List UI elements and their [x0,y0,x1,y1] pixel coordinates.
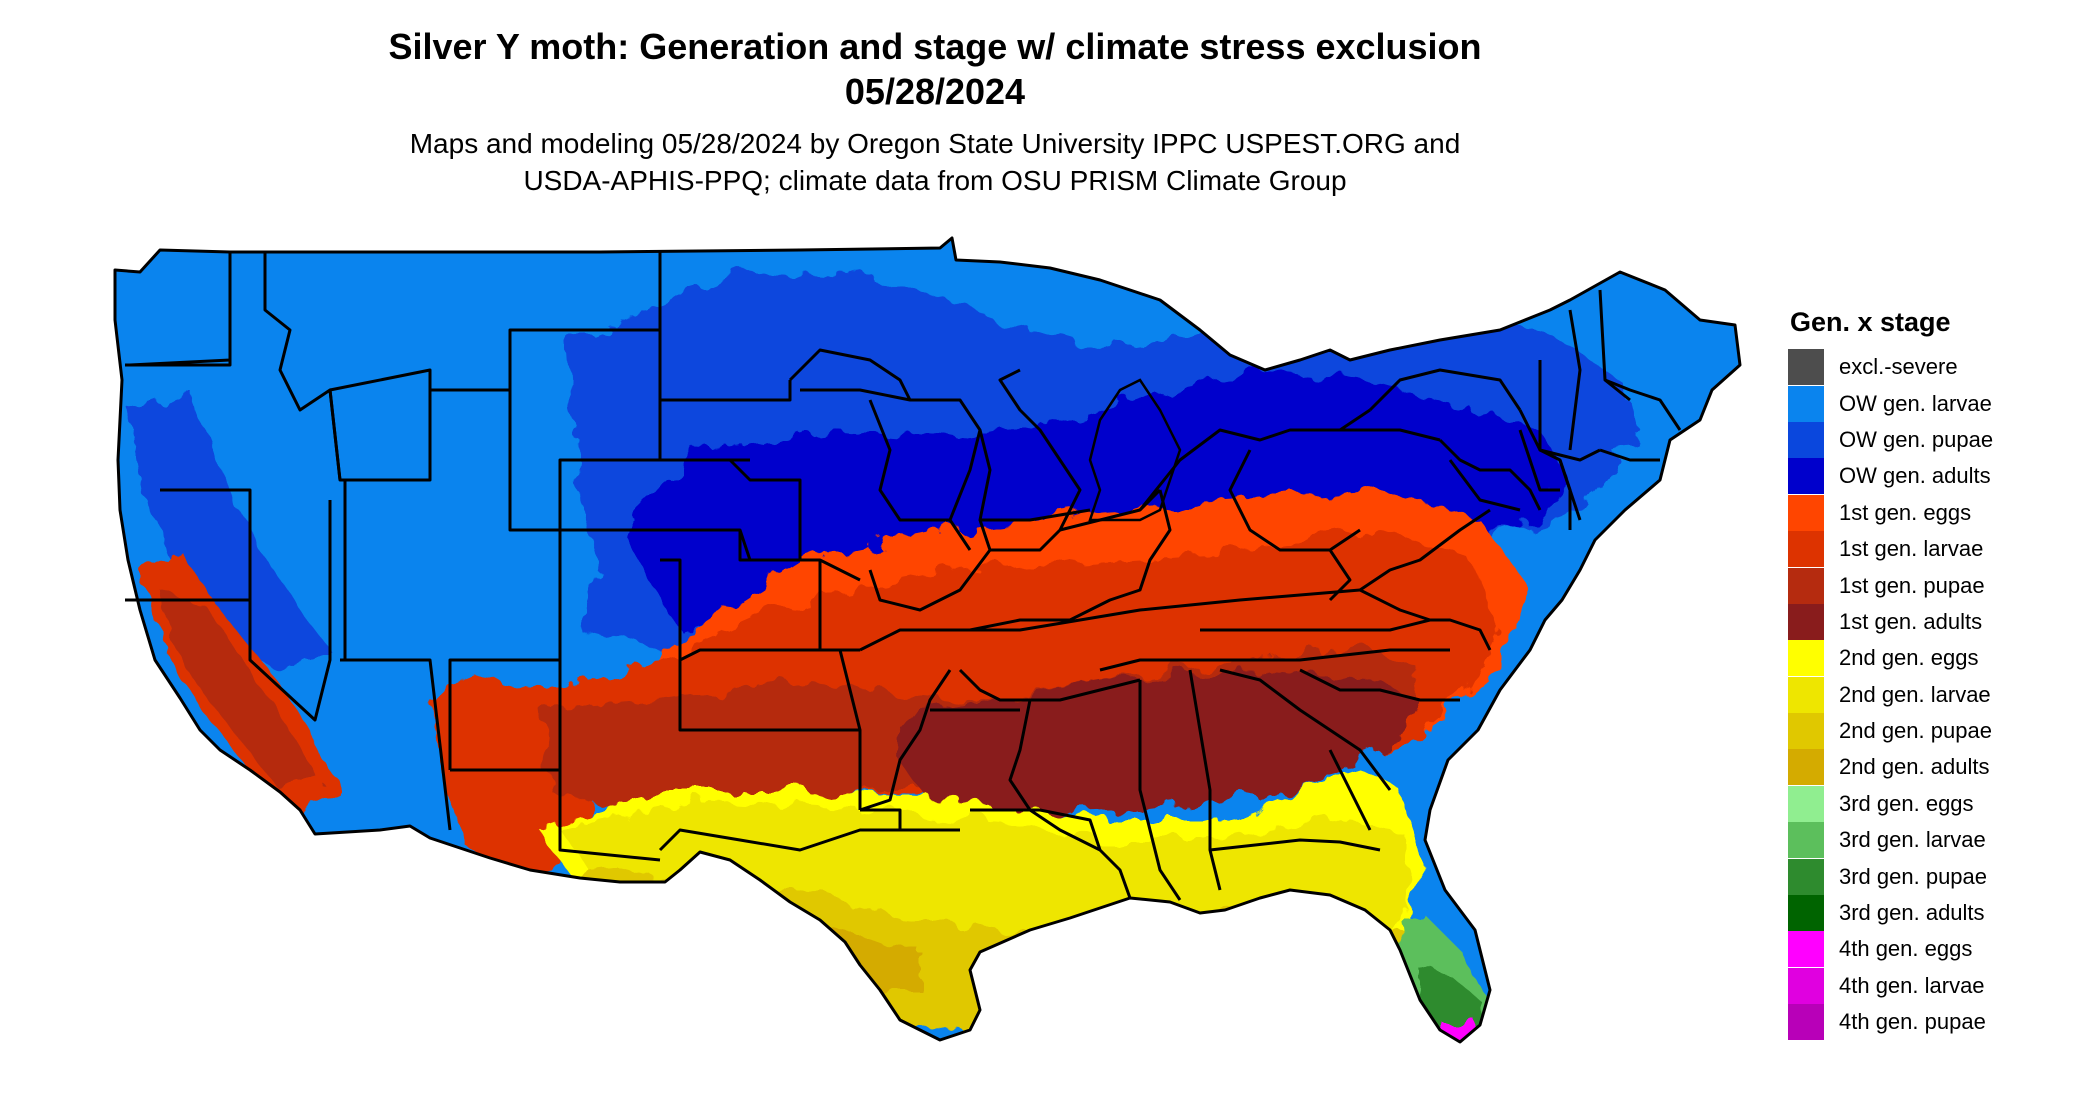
legend: Gen. x stage excl.-severe OW gen. larvae O… [1788,305,1994,1041]
legend-item: 2nd gen. larvae [1788,676,1993,713]
first-gen-adults-zone [890,670,1420,815]
legend-swatch [1788,967,1824,1004]
legend-swatch [1788,458,1824,495]
legend-swatch [1788,895,1824,932]
legend-label: 3rd gen. eggs [1839,790,1974,816]
legend-label: 1st gen. eggs [1839,499,1972,525]
third-gen-pupae-zone-tx [750,1010,810,1042]
legend-item: 4th gen. pupae [1788,1004,1993,1041]
us-outline [113,236,1742,1044]
credits-line-1: Maps and modeling 05/28/2024 by Oregon S… [409,128,1461,159]
map-title: Silver Y moth: Generation and stage w/ c… [388,26,1482,67]
map-date: 05/28/2024 [844,71,1026,112]
legend-label: 1st gen. pupae [1839,572,1985,598]
legend-item: 3rd gen. pupae [1788,858,1993,895]
legend-label: 2nd gen. pupae [1839,718,1992,744]
legend-label: 3rd gen. adults [1839,900,1985,926]
third-gen-eggs-zone [660,935,820,1042]
legend-label: 4th gen. larvae [1839,972,1985,998]
legend-swatch [1788,713,1824,750]
legend-title: Gen. x stage [1790,307,1951,337]
first-gen-pupae-zone-west [160,590,320,790]
legend-label: 4th gen. eggs [1839,936,1973,962]
legend-item: 2nd gen. eggs [1788,640,1993,677]
legend-item: 2nd gen. pupae [1788,713,1993,750]
legend-swatch [1788,385,1824,422]
legend-swatch [1788,603,1824,640]
legend-item: excl.-severe [1788,349,1993,386]
legend-item: 3rd gen. adults [1788,895,1993,932]
legend-item: OW gen. adults [1788,458,1993,495]
legend-label: 4th gen. pupae [1839,1009,1986,1035]
legend-items: excl.-severe OW gen. larvae OW gen. pupae O… [1788,349,1994,1041]
conus-stage-map [113,236,1742,1044]
legend-swatch [1788,640,1824,677]
legend-swatch [1788,567,1824,604]
legend-swatch [1788,785,1824,822]
legend-label: 1st gen. larvae [1839,536,1984,562]
legend-item: 4th gen. larvae [1788,967,1993,1004]
legend-swatch [1788,349,1824,386]
legend-label: OW gen. adults [1839,463,1991,489]
legend-label: 2nd gen. adults [1839,754,1990,780]
legend-item: 2nd gen. adults [1788,749,1993,786]
legend-item: 3rd gen. larvae [1788,822,1993,859]
credits-line-2: USDA-APHIS-PPQ; climate data from OSU PR… [523,165,1347,196]
legend-item: OW gen. pupae [1788,421,1994,458]
legend-swatch [1788,1004,1824,1041]
legend-swatch [1788,676,1824,713]
legend-swatch [1788,858,1824,895]
legend-swatch [1788,494,1824,531]
legend-swatch [1788,421,1824,458]
legend-item: 1st gen. larvae [1788,531,1993,568]
legend-item: OW gen. larvae [1788,385,1993,422]
legend-label: 2nd gen. larvae [1839,681,1991,707]
third-gen-larvae-zone [680,950,820,1042]
state-boundaries [113,236,1742,1044]
legend-swatch [1788,931,1824,968]
legend-item: 1st gen. adults [1788,603,1993,640]
legend-item: 3rd gen. eggs [1788,785,1993,822]
legend-label: excl.-severe [1839,354,1958,380]
legend-label: 3rd gen. pupae [1839,863,1988,889]
legend-swatch [1788,531,1824,568]
legend-swatch [1788,822,1824,859]
legend-label: OW gen. pupae [1839,426,1994,452]
legend-label: 2nd gen. eggs [1839,645,1979,671]
michigan-outline [1088,378,1182,522]
legend-label: OW gen. larvae [1839,390,1992,416]
legend-label: 3rd gen. larvae [1839,827,1986,853]
ow-pupae-zone-west [130,390,330,670]
legend-swatch [1788,749,1824,786]
legend-item: 1st gen. eggs [1788,494,1993,531]
legend-label: 1st gen. adults [1839,608,1983,634]
legend-item: 4th gen. eggs [1788,931,1993,968]
legend-item: 1st gen. pupae [1788,567,1993,604]
